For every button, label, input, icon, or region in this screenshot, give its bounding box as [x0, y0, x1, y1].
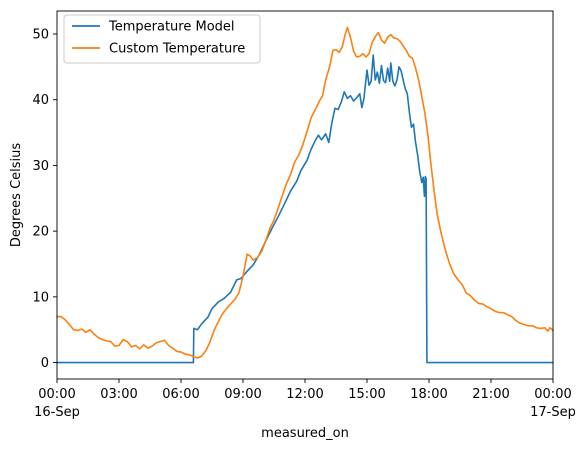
x-tick-label: 06:00 [162, 387, 199, 402]
x-tick-label: 00:00 [38, 387, 75, 402]
x-tick-label: 00:00 [534, 387, 571, 402]
x-tick-label: 21:00 [472, 387, 509, 402]
x-tick-label: 15:00 [348, 387, 385, 402]
series-layer [56, 26, 554, 364]
x-tick-date-label: 17-Sep [530, 405, 576, 420]
y-tick-label: 40 [32, 93, 49, 108]
x-tick-date-label: 16-Sep [34, 405, 80, 420]
x-tick-label: 09:00 [224, 387, 261, 402]
y-tick-label: 10 [32, 290, 49, 305]
legend: Temperature Model Custom Temperature [63, 14, 261, 64]
y-tick-label: 30 [32, 159, 49, 174]
x-axis-title: measured_on [261, 426, 349, 441]
series-line-0 [56, 54, 554, 364]
x-tick-label: 12:00 [286, 387, 323, 402]
y-tick-label: 20 [32, 225, 49, 240]
x-tick-label: 03:00 [100, 387, 137, 402]
y-axis-title: Degrees Celsius [9, 143, 24, 248]
series-line-1 [56, 26, 554, 359]
legend-label-1: Custom Temperature [109, 42, 245, 57]
y-axis: 0 10 20 30 40 50 [32, 28, 57, 371]
legend-box [63, 14, 261, 64]
legend-label-0: Temperature Model [108, 20, 235, 35]
y-tick-label: 50 [32, 28, 49, 43]
y-tick-label: 0 [41, 356, 49, 371]
x-axis: 00:00 16-Sep 03:00 06:00 09:00 12:00 15:00 18:0… [34, 379, 576, 420]
x-tick-label: 18:00 [410, 387, 447, 402]
